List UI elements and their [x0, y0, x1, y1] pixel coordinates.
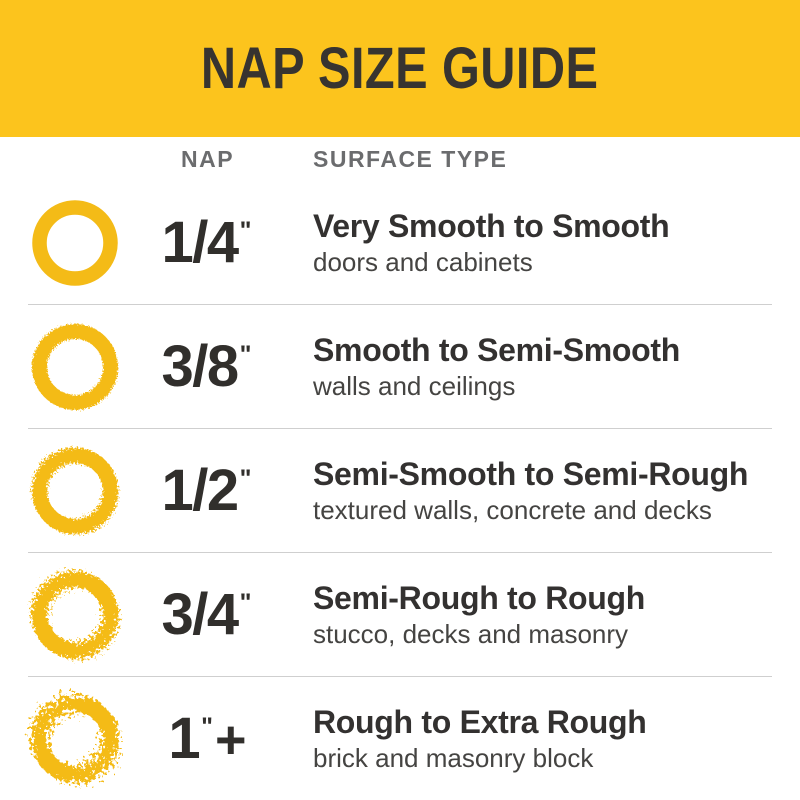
nap-ring-smooth-icon: [0, 311, 150, 423]
table-row: 1 " + Rough to Extra Rough brick and mason…: [0, 677, 800, 800]
row-divider: [28, 676, 772, 677]
surface-info: Semi-Rough to Rough stucco, decks and ma…: [265, 582, 645, 647]
surface-type-label: Rough to Extra Rough: [313, 704, 647, 740]
nap-size-value: 3/4 ": [161, 581, 252, 647]
surface-info: Very Smooth to Smooth doors and cabinets: [265, 208, 670, 277]
inch-mark: ": [239, 216, 252, 245]
row-divider: [28, 552, 772, 553]
row-divider: [28, 304, 772, 305]
surface-type-label: Semi-Rough to Rough: [313, 580, 646, 616]
nap-size-value: 3/8 ": [161, 333, 252, 399]
surface-examples: textured walls, concrete and decks: [313, 495, 712, 525]
nap-column-header: NAP: [180, 145, 235, 172]
nap-size-value: 1 " +: [168, 705, 247, 771]
nap-ring-rough-icon: [0, 559, 150, 671]
surface-examples: walls and ceilings: [313, 371, 516, 401]
inch-mark: ": [239, 588, 252, 617]
surface-info: Rough to Extra Rough brick and masonry b…: [265, 706, 647, 771]
table-row: 1/2 " Semi-Smooth to Semi-Rough textured …: [0, 429, 800, 552]
surface-info: Smooth to Semi-Smooth walls and ceilings: [265, 334, 680, 399]
plus-sign: +: [215, 709, 247, 770]
inch-mark: ": [239, 340, 252, 369]
surface-type-label: Smooth to Semi-Smooth: [313, 332, 681, 368]
nap-size-value: 1/4 ": [161, 209, 252, 275]
surface-type-label: Semi-Smooth to Semi-Rough: [313, 456, 749, 492]
surface-examples: doors and cabinets: [313, 247, 533, 277]
row-divider: [28, 428, 772, 429]
nap-size-value: 1/2 ": [161, 457, 252, 523]
nap-ring-very-smooth-icon: [0, 187, 150, 299]
inch-mark: ": [239, 464, 252, 493]
table-row: 3/4 " Semi-Rough to Rough stucco, decks a…: [0, 553, 800, 676]
column-headers: NAP SURFACE TYPE: [0, 137, 800, 181]
surface-examples: stucco, decks and masonry: [313, 619, 629, 649]
page-title: NAP SIZE GUIDE: [201, 36, 599, 101]
surface-examples: brick and masonry block: [313, 743, 594, 773]
inch-mark: ": [201, 712, 214, 741]
banner: NAP SIZE GUIDE: [0, 0, 800, 137]
table-row: 3/8 " Smooth to Semi-Smooth walls and cei…: [0, 305, 800, 428]
table-row: 1/4 " Very Smooth to Smooth doors and cab…: [0, 181, 800, 304]
surface-type-label: Very Smooth to Smooth: [313, 208, 670, 244]
nap-ring-extra-rough-icon: [0, 683, 150, 795]
surface-type-column-header: SURFACE TYPE: [313, 145, 508, 172]
nap-ring-semi-rough-icon: [0, 435, 150, 547]
surface-info: Semi-Smooth to Semi-Rough textured walls…: [265, 458, 748, 523]
